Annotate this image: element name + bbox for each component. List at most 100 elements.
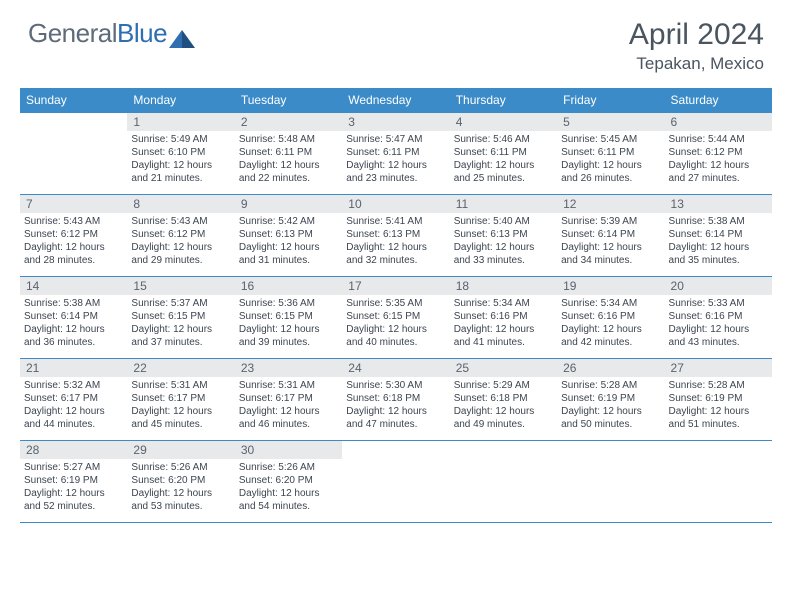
daylight-line: Daylight: 12 hours and 41 minutes.: [454, 323, 553, 349]
calendar-cell: 17Sunrise: 5:35 AMSunset: 6:15 PMDayligh…: [342, 277, 449, 359]
daylight-line: Daylight: 12 hours and 42 minutes.: [561, 323, 660, 349]
sunset-line: Sunset: 6:13 PM: [239, 228, 338, 241]
daylight-line: Daylight: 12 hours and 54 minutes.: [239, 487, 338, 513]
sunrise-line: Sunrise: 5:34 AM: [561, 297, 660, 310]
calendar-cell: 3Sunrise: 5:47 AMSunset: 6:11 PMDaylight…: [342, 113, 449, 195]
day-details: Sunrise: 5:42 AMSunset: 6:13 PMDaylight:…: [235, 213, 342, 270]
day-number: 28: [20, 441, 127, 459]
daylight-line: Daylight: 12 hours and 52 minutes.: [24, 487, 123, 513]
calendar-cell: [665, 441, 772, 523]
day-details: Sunrise: 5:44 AMSunset: 6:12 PMDaylight:…: [665, 131, 772, 188]
day-number: 12: [557, 195, 664, 213]
sunrise-line: Sunrise: 5:27 AM: [24, 461, 123, 474]
sunrise-line: Sunrise: 5:47 AM: [346, 133, 445, 146]
calendar-cell: 10Sunrise: 5:41 AMSunset: 6:13 PMDayligh…: [342, 195, 449, 277]
logo: GeneralBlue: [28, 18, 195, 49]
day-number: 3: [342, 113, 449, 131]
day-number: 13: [665, 195, 772, 213]
sunset-line: Sunset: 6:16 PM: [669, 310, 768, 323]
sunrise-line: Sunrise: 5:34 AM: [454, 297, 553, 310]
day-number: 17: [342, 277, 449, 295]
calendar-cell: 26Sunrise: 5:28 AMSunset: 6:19 PMDayligh…: [557, 359, 664, 441]
day-number: 24: [342, 359, 449, 377]
daylight-line: Daylight: 12 hours and 26 minutes.: [561, 159, 660, 185]
calendar-week: 21Sunrise: 5:32 AMSunset: 6:17 PMDayligh…: [20, 359, 772, 441]
day-header: Saturday: [665, 88, 772, 113]
day-details: Sunrise: 5:28 AMSunset: 6:19 PMDaylight:…: [665, 377, 772, 434]
calendar-cell: 18Sunrise: 5:34 AMSunset: 6:16 PMDayligh…: [450, 277, 557, 359]
calendar-cell: 8Sunrise: 5:43 AMSunset: 6:12 PMDaylight…: [127, 195, 234, 277]
location-label: Tepakan, Mexico: [629, 54, 764, 74]
calendar-cell: [450, 441, 557, 523]
day-number: 5: [557, 113, 664, 131]
calendar-cell: 22Sunrise: 5:31 AMSunset: 6:17 PMDayligh…: [127, 359, 234, 441]
sunrise-line: Sunrise: 5:31 AM: [239, 379, 338, 392]
sunset-line: Sunset: 6:17 PM: [239, 392, 338, 405]
day-details: Sunrise: 5:48 AMSunset: 6:11 PMDaylight:…: [235, 131, 342, 188]
month-title: April 2024: [629, 18, 764, 52]
day-details: Sunrise: 5:36 AMSunset: 6:15 PMDaylight:…: [235, 295, 342, 352]
day-details: Sunrise: 5:47 AMSunset: 6:11 PMDaylight:…: [342, 131, 449, 188]
sunrise-line: Sunrise: 5:35 AM: [346, 297, 445, 310]
day-details: Sunrise: 5:35 AMSunset: 6:15 PMDaylight:…: [342, 295, 449, 352]
title-block: April 2024 Tepakan, Mexico: [629, 18, 764, 74]
logo-text: GeneralBlue: [28, 18, 167, 49]
daylight-line: Daylight: 12 hours and 35 minutes.: [669, 241, 768, 267]
calendar-cell: [20, 113, 127, 195]
sunset-line: Sunset: 6:19 PM: [561, 392, 660, 405]
day-number: 1: [127, 113, 234, 131]
sunset-line: Sunset: 6:18 PM: [346, 392, 445, 405]
calendar-cell: 15Sunrise: 5:37 AMSunset: 6:15 PMDayligh…: [127, 277, 234, 359]
day-header-row: SundayMondayTuesdayWednesdayThursdayFrid…: [20, 88, 772, 113]
sunset-line: Sunset: 6:15 PM: [239, 310, 338, 323]
day-header: Monday: [127, 88, 234, 113]
day-details: Sunrise: 5:46 AMSunset: 6:11 PMDaylight:…: [450, 131, 557, 188]
day-number: 21: [20, 359, 127, 377]
calendar-cell: [557, 441, 664, 523]
calendar-cell: 6Sunrise: 5:44 AMSunset: 6:12 PMDaylight…: [665, 113, 772, 195]
sunset-line: Sunset: 6:11 PM: [561, 146, 660, 159]
calendar-cell: 13Sunrise: 5:38 AMSunset: 6:14 PMDayligh…: [665, 195, 772, 277]
daylight-line: Daylight: 12 hours and 23 minutes.: [346, 159, 445, 185]
calendar-week: 7Sunrise: 5:43 AMSunset: 6:12 PMDaylight…: [20, 195, 772, 277]
sunset-line: Sunset: 6:16 PM: [561, 310, 660, 323]
daylight-line: Daylight: 12 hours and 22 minutes.: [239, 159, 338, 185]
calendar-cell: 7Sunrise: 5:43 AMSunset: 6:12 PMDaylight…: [20, 195, 127, 277]
calendar-cell: 5 Sunrise: 5:45 AMSunset: 6:11 PMDaylight…: [557, 113, 664, 195]
day-details: Sunrise: 5:33 AMSunset: 6:16 PMDaylight:…: [665, 295, 772, 352]
sunset-line: Sunset: 6:15 PM: [131, 310, 230, 323]
sunrise-line: Sunrise: 5:43 AM: [131, 215, 230, 228]
day-number: 4: [450, 113, 557, 131]
calendar-cell: 27Sunrise: 5:28 AMSunset: 6:19 PMDayligh…: [665, 359, 772, 441]
daylight-line: Daylight: 12 hours and 51 minutes.: [669, 405, 768, 431]
day-details: Sunrise: 5:34 AMSunset: 6:16 PMDaylight:…: [557, 295, 664, 352]
daylight-line: Daylight: 12 hours and 25 minutes.: [454, 159, 553, 185]
sunset-line: Sunset: 6:20 PM: [239, 474, 338, 487]
sunset-line: Sunset: 6:11 PM: [239, 146, 338, 159]
sunrise-line: Sunrise: 5:48 AM: [239, 133, 338, 146]
sunset-line: Sunset: 6:12 PM: [24, 228, 123, 241]
logo-part1: General: [28, 18, 117, 48]
logo-triangle-icon: [169, 28, 195, 48]
day-details: Sunrise: 5:31 AMSunset: 6:17 PMDaylight:…: [235, 377, 342, 434]
daylight-line: Daylight: 12 hours and 36 minutes.: [24, 323, 123, 349]
day-details: Sunrise: 5:38 AMSunset: 6:14 PMDaylight:…: [20, 295, 127, 352]
day-number: 16: [235, 277, 342, 295]
daylight-line: Daylight: 12 hours and 53 minutes.: [131, 487, 230, 513]
day-details: Sunrise: 5:43 AMSunset: 6:12 PMDaylight:…: [20, 213, 127, 270]
sunrise-line: Sunrise: 5:49 AM: [131, 133, 230, 146]
day-header: Tuesday: [235, 88, 342, 113]
sunrise-line: Sunrise: 5:45 AM: [561, 133, 660, 146]
daylight-line: Daylight: 12 hours and 37 minutes.: [131, 323, 230, 349]
daylight-line: Daylight: 12 hours and 27 minutes.: [669, 159, 768, 185]
sunset-line: Sunset: 6:10 PM: [131, 146, 230, 159]
sunset-line: Sunset: 6:14 PM: [669, 228, 768, 241]
sunrise-line: Sunrise: 5:30 AM: [346, 379, 445, 392]
day-details: Sunrise: 5:38 AMSunset: 6:14 PMDaylight:…: [665, 213, 772, 270]
day-details: Sunrise: 5:49 AMSunset: 6:10 PMDaylight:…: [127, 131, 234, 188]
sunset-line: Sunset: 6:19 PM: [24, 474, 123, 487]
day-details: Sunrise: 5:26 AMSunset: 6:20 PMDaylight:…: [127, 459, 234, 516]
calendar-cell: 20Sunrise: 5:33 AMSunset: 6:16 PMDayligh…: [665, 277, 772, 359]
daylight-line: Daylight: 12 hours and 32 minutes.: [346, 241, 445, 267]
sunset-line: Sunset: 6:16 PM: [454, 310, 553, 323]
